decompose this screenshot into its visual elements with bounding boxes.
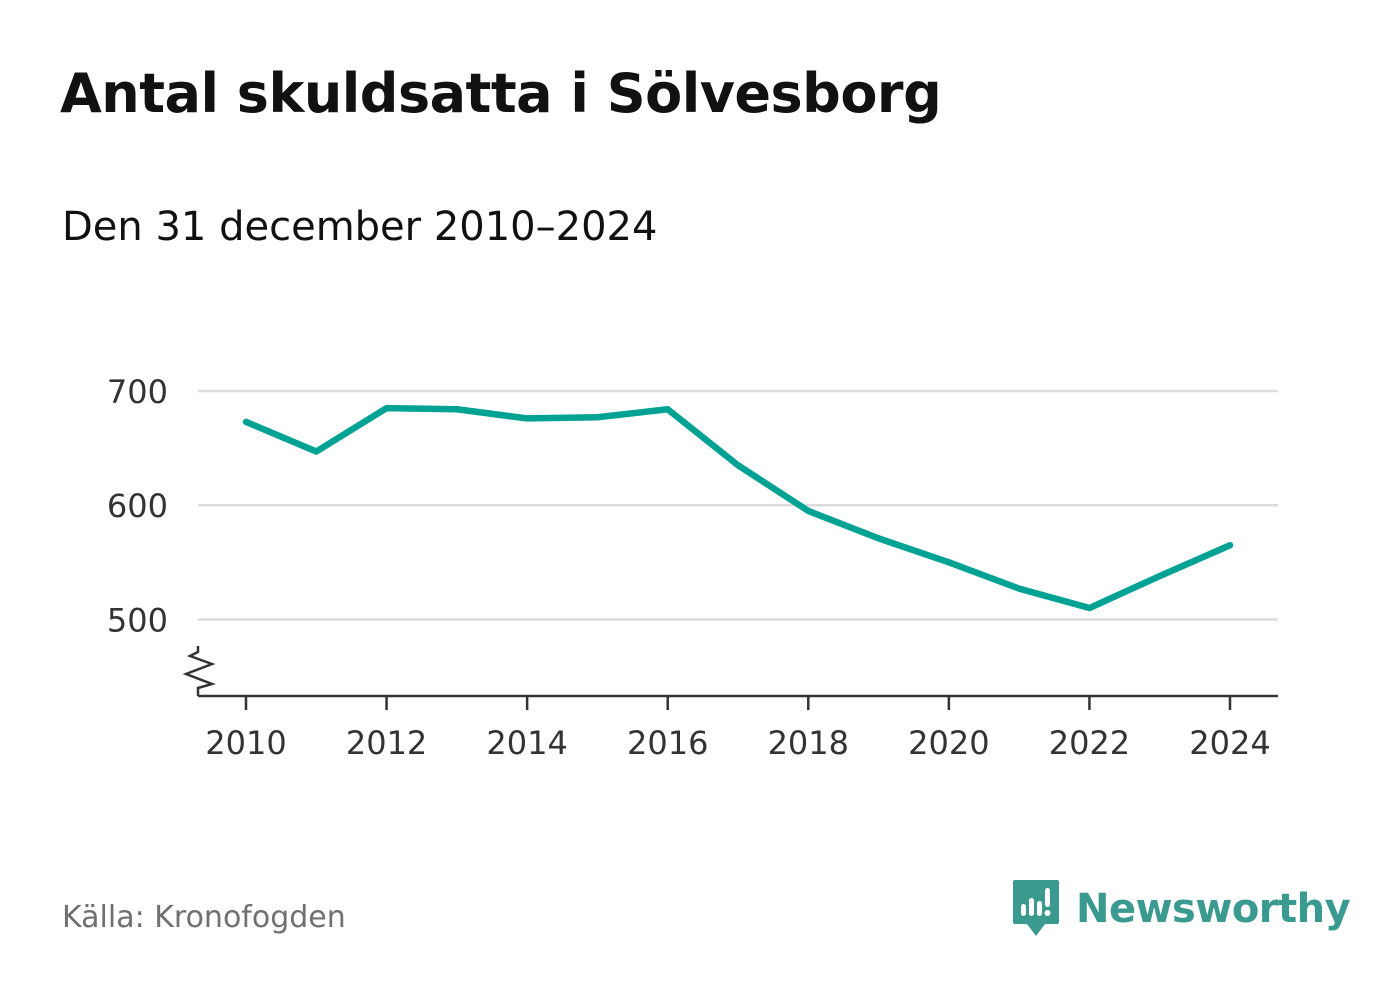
x-tick-label: 2012	[346, 724, 427, 762]
x-axis: 2010 2012 2014 2016 2018 2020 2022 2024	[182, 646, 1278, 762]
x-tick-label: 2024	[1189, 724, 1270, 762]
x-tick-label: 2014	[486, 724, 567, 762]
x-tick-label: 2016	[627, 724, 708, 762]
brand-logo: Newsworthy	[1012, 878, 1351, 940]
axis-break-marker	[182, 646, 216, 696]
y-tick-label: 700	[107, 373, 168, 411]
series-lines	[242, 404, 1234, 612]
y-tick-label: 500	[107, 601, 168, 639]
x-tick-label: 2020	[908, 724, 989, 762]
series-line-0	[242, 404, 1234, 612]
x-tick-label: 2018	[768, 724, 849, 762]
chart-subtitle: Den 31 december 2010–2024	[62, 204, 658, 250]
source-note: Källa: Kronofogden	[62, 900, 346, 935]
x-tick-label: 2022	[1049, 724, 1130, 762]
y-tick-label: 600	[107, 487, 168, 525]
x-tick-label: 2010	[205, 724, 286, 762]
y-tick-labels: 500 600 700	[107, 373, 168, 639]
brand-name: Newsworthy	[1076, 886, 1351, 932]
gridlines	[198, 389, 1278, 621]
newsworthy-logo-icon	[1013, 880, 1059, 936]
chart-title: Antal skuldsatta i Sölvesborg	[60, 62, 942, 125]
